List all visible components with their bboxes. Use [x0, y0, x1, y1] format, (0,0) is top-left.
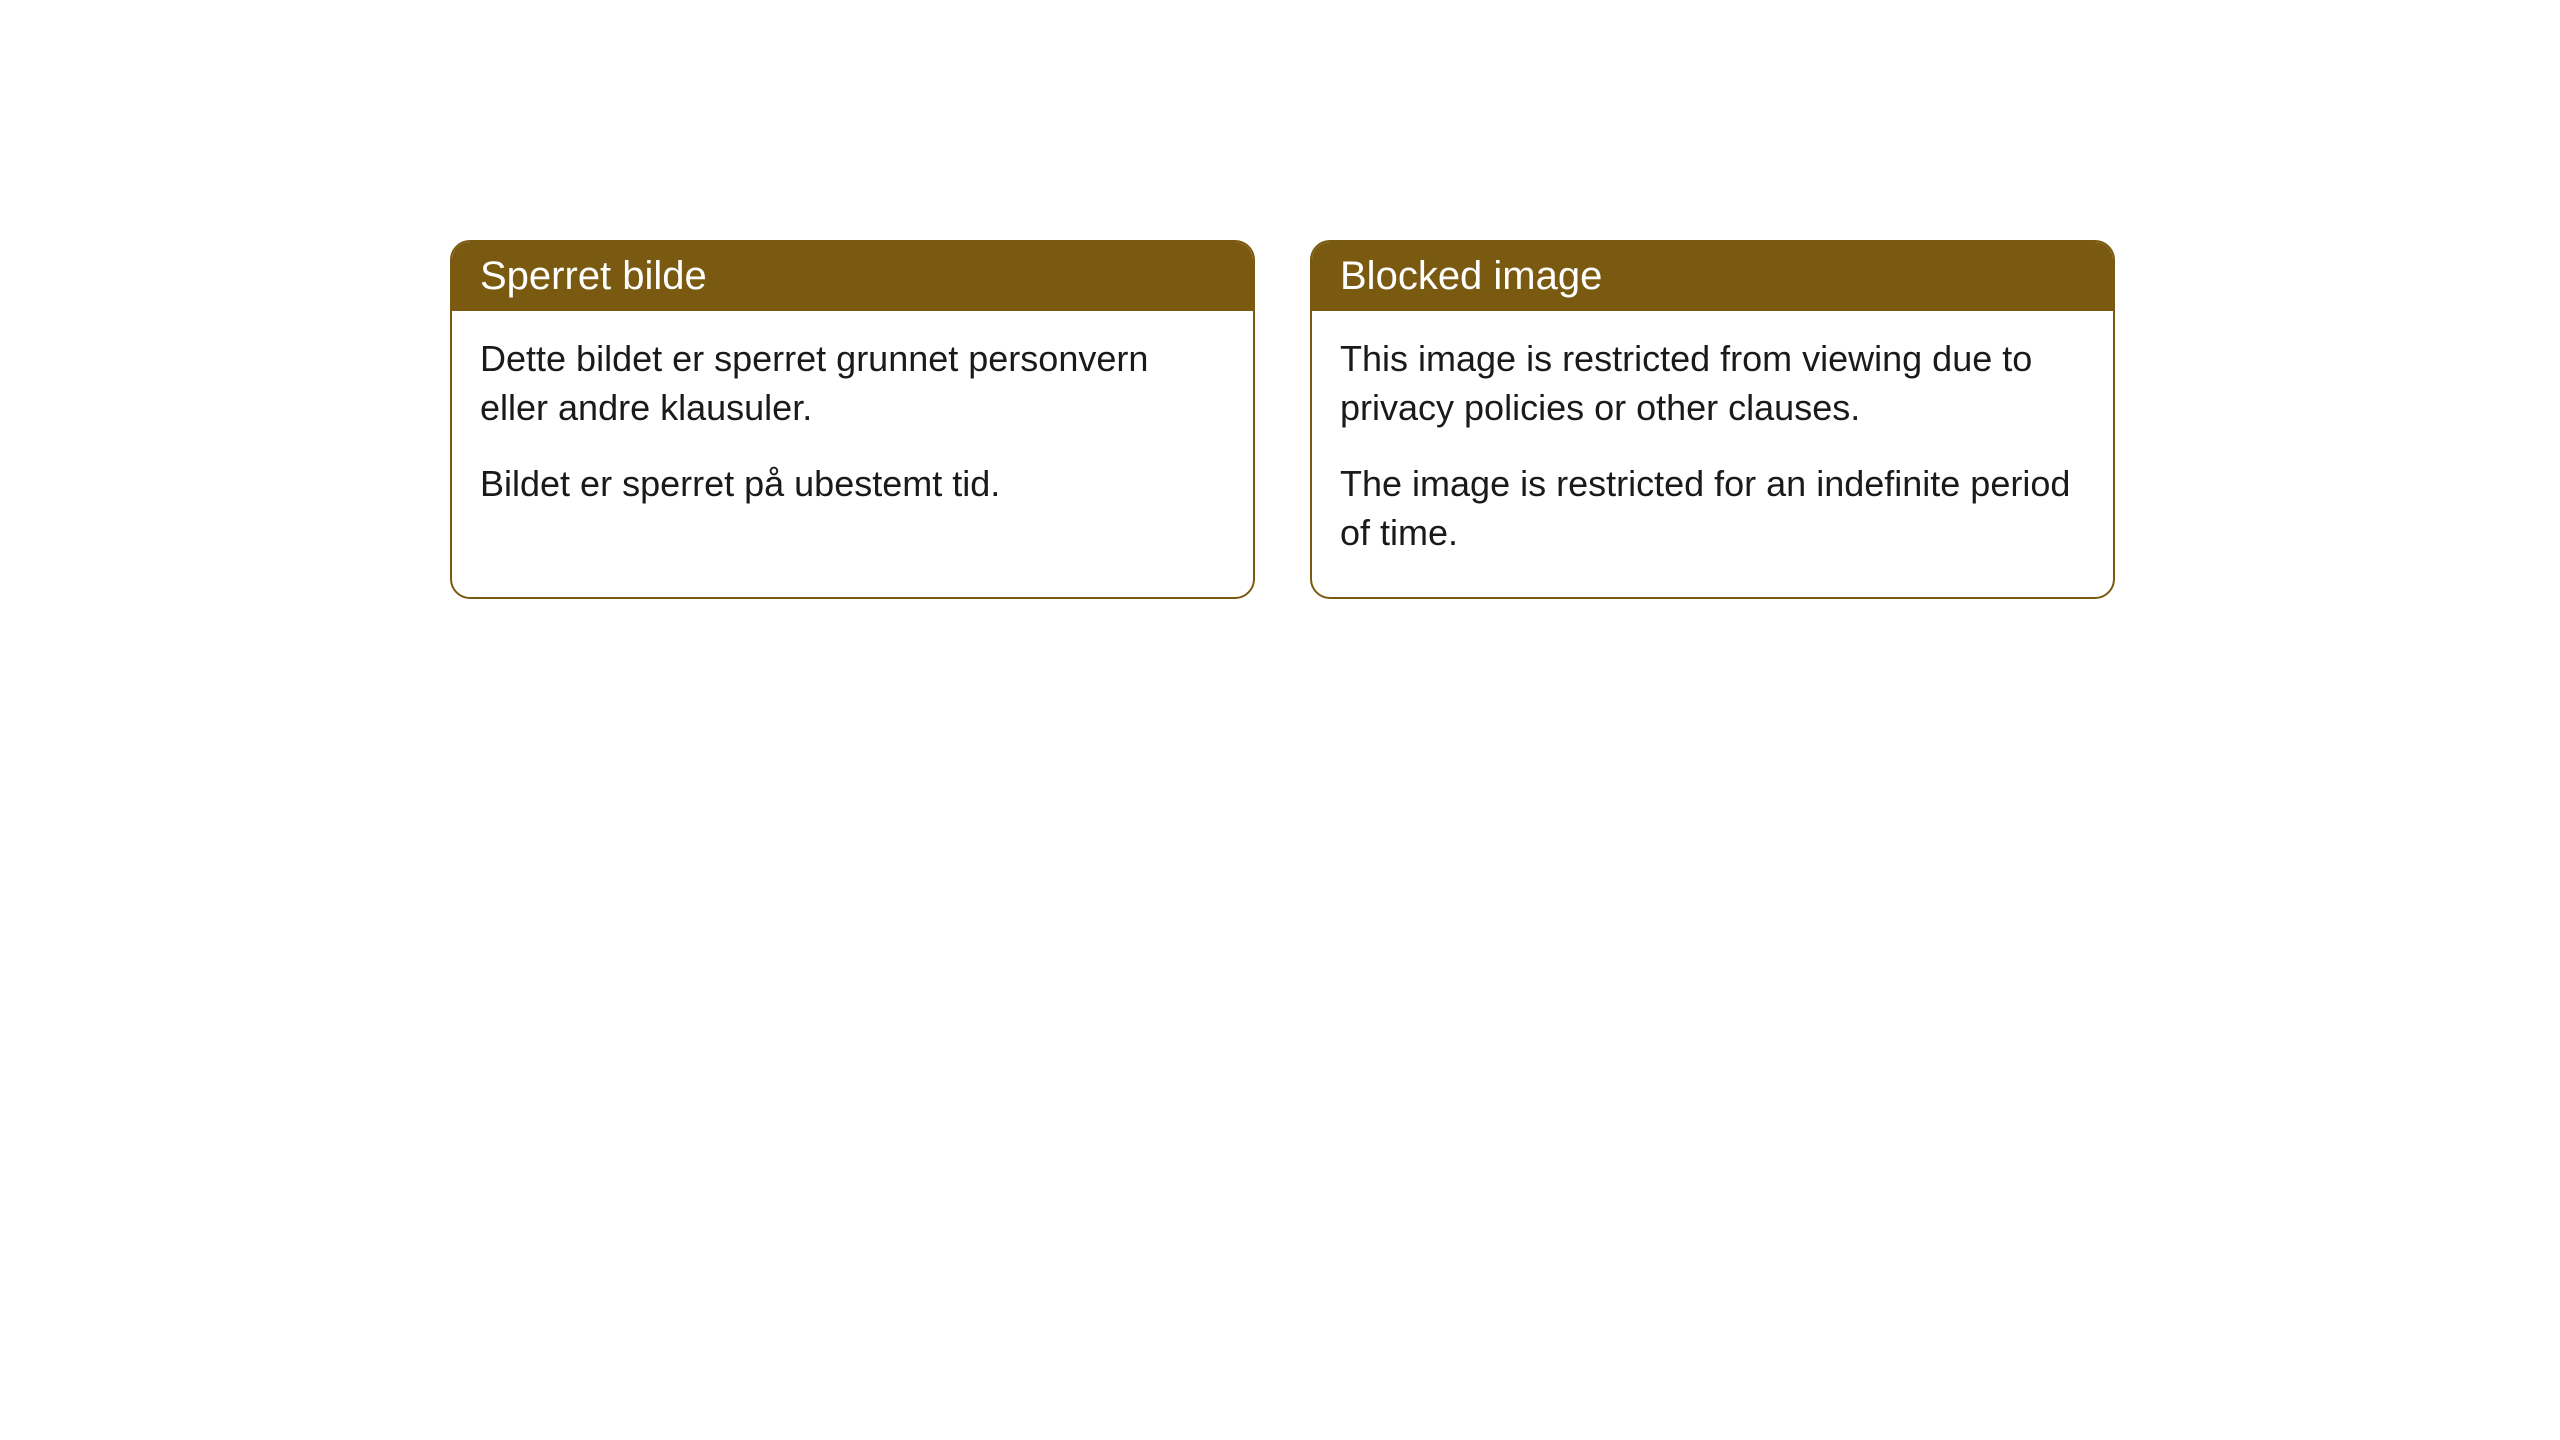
card-title: Blocked image	[1340, 254, 1602, 298]
blocked-image-card-norwegian: Sperret bilde Dette bildet er sperret gr…	[450, 240, 1255, 599]
card-header: Sperret bilde	[452, 242, 1253, 311]
notice-container: Sperret bilde Dette bildet er sperret gr…	[0, 0, 2560, 599]
card-paragraph: Dette bildet er sperret grunnet personve…	[480, 335, 1225, 432]
card-paragraph: Bildet er sperret på ubestemt tid.	[480, 460, 1225, 509]
card-body: Dette bildet er sperret grunnet personve…	[452, 311, 1253, 549]
card-title: Sperret bilde	[480, 254, 707, 298]
card-body: This image is restricted from viewing du…	[1312, 311, 2113, 597]
card-header: Blocked image	[1312, 242, 2113, 311]
card-paragraph: The image is restricted for an indefinit…	[1340, 460, 2085, 557]
card-paragraph: This image is restricted from viewing du…	[1340, 335, 2085, 432]
blocked-image-card-english: Blocked image This image is restricted f…	[1310, 240, 2115, 599]
